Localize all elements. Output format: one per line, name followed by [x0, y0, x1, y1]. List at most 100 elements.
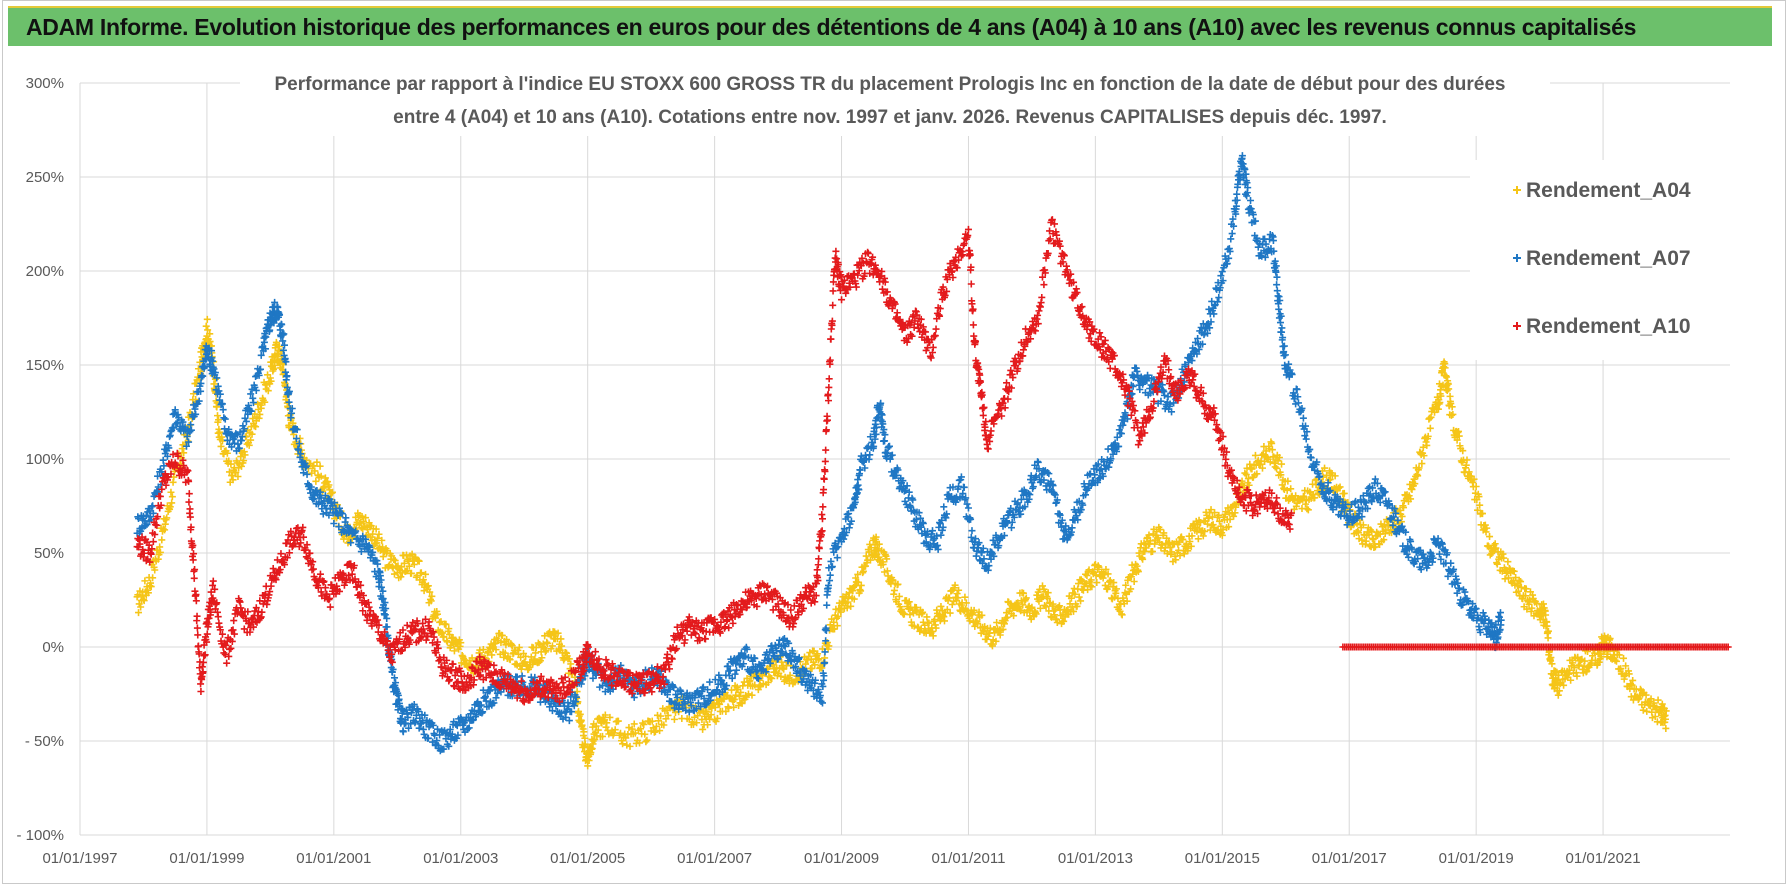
data-point: [732, 666, 740, 674]
data-point: [664, 711, 672, 719]
x-axis-ticks: 01/01/1997 01/01/1999 01/01/2001 01/01/2003…: [42, 850, 1640, 867]
data-point: [141, 577, 149, 585]
data-point: [862, 552, 870, 560]
data-point: [186, 513, 194, 521]
data-point: [1278, 460, 1286, 468]
data-point: [419, 576, 427, 584]
data-point: [636, 739, 644, 747]
data-point: [699, 725, 707, 733]
data-point: [929, 527, 936, 535]
data-point: [738, 699, 746, 707]
data-point: [614, 717, 622, 725]
data-point: [202, 322, 210, 330]
data-point: [851, 582, 859, 590]
data-point: [232, 468, 240, 476]
data-point: [951, 581, 959, 589]
data-point: [199, 658, 207, 666]
data-point: [417, 569, 425, 577]
data-point: [162, 481, 170, 489]
data-point: [275, 342, 283, 350]
y-tick-label: 300%: [26, 75, 64, 92]
data-point: [541, 632, 549, 640]
data-point: [862, 562, 870, 570]
data-point: [422, 570, 430, 578]
data-point: [261, 398, 269, 406]
data-point: [241, 451, 249, 459]
data-point: [328, 488, 336, 496]
data-point: [437, 618, 445, 626]
data-point: [428, 592, 436, 600]
data-point: [479, 646, 487, 654]
data-point: [895, 592, 903, 600]
data-point: [216, 428, 224, 436]
data-point: [968, 527, 976, 535]
data-point: [850, 583, 858, 591]
data-point: [925, 619, 933, 627]
data-point: [237, 462, 245, 470]
data-point: [905, 598, 913, 606]
data-point: [764, 678, 772, 686]
data-point: [498, 632, 506, 640]
data-point: [247, 436, 255, 444]
data-point: [814, 650, 822, 658]
data-point: [811, 661, 819, 669]
data-point: [906, 611, 914, 619]
data-point: [475, 672, 483, 680]
data-point: [961, 593, 969, 601]
data-point: [810, 647, 818, 655]
data-point: [248, 430, 256, 438]
data-point: [140, 597, 148, 605]
data-point: [837, 608, 845, 616]
data-point: [264, 387, 272, 395]
data-point: [223, 449, 231, 457]
data-point: [206, 330, 214, 338]
x-tick-label: 01/01/2009: [804, 850, 879, 867]
data-point: [390, 555, 398, 563]
data-point: [192, 597, 200, 605]
data-point: [506, 656, 514, 664]
data-point: [508, 642, 516, 650]
data-point: [652, 722, 660, 730]
data-point: [857, 581, 865, 589]
data-point: [185, 498, 193, 506]
data-point: [1620, 654, 1628, 662]
data-point: [748, 691, 756, 699]
data-point: [651, 728, 659, 736]
data-point: [937, 531, 945, 539]
data-point: [1251, 217, 1259, 225]
data-point: [544, 639, 551, 647]
data-point: [394, 562, 402, 570]
data-point: [1215, 294, 1223, 302]
data-point: [484, 648, 492, 656]
data-point: [825, 642, 833, 650]
data-point: [594, 726, 602, 734]
data-point: [866, 451, 874, 459]
data-point: [267, 377, 275, 385]
data-point: [168, 499, 176, 507]
data-point: [270, 365, 278, 373]
data-point: [578, 721, 586, 729]
data-point: [966, 617, 974, 625]
data-point: [833, 622, 841, 630]
data-point: [442, 620, 450, 628]
data-point: [515, 643, 523, 651]
data-point: [227, 460, 235, 468]
data-point: [415, 557, 423, 565]
data-point: [285, 421, 293, 429]
data-point: [166, 503, 174, 511]
data-point: [185, 490, 193, 498]
data-point: [768, 674, 776, 682]
data-point: [137, 603, 145, 611]
data-point: [585, 757, 593, 765]
data-point: [655, 717, 663, 725]
data-point: [358, 512, 366, 520]
data-point: [879, 560, 887, 568]
data-point: [134, 591, 142, 599]
data-point: [1280, 342, 1288, 350]
data-point: [185, 422, 193, 430]
data-point: [936, 611, 944, 619]
data-point: [240, 457, 248, 465]
data-point: [780, 665, 788, 673]
data-point: [256, 410, 264, 418]
data-point: [657, 712, 665, 720]
